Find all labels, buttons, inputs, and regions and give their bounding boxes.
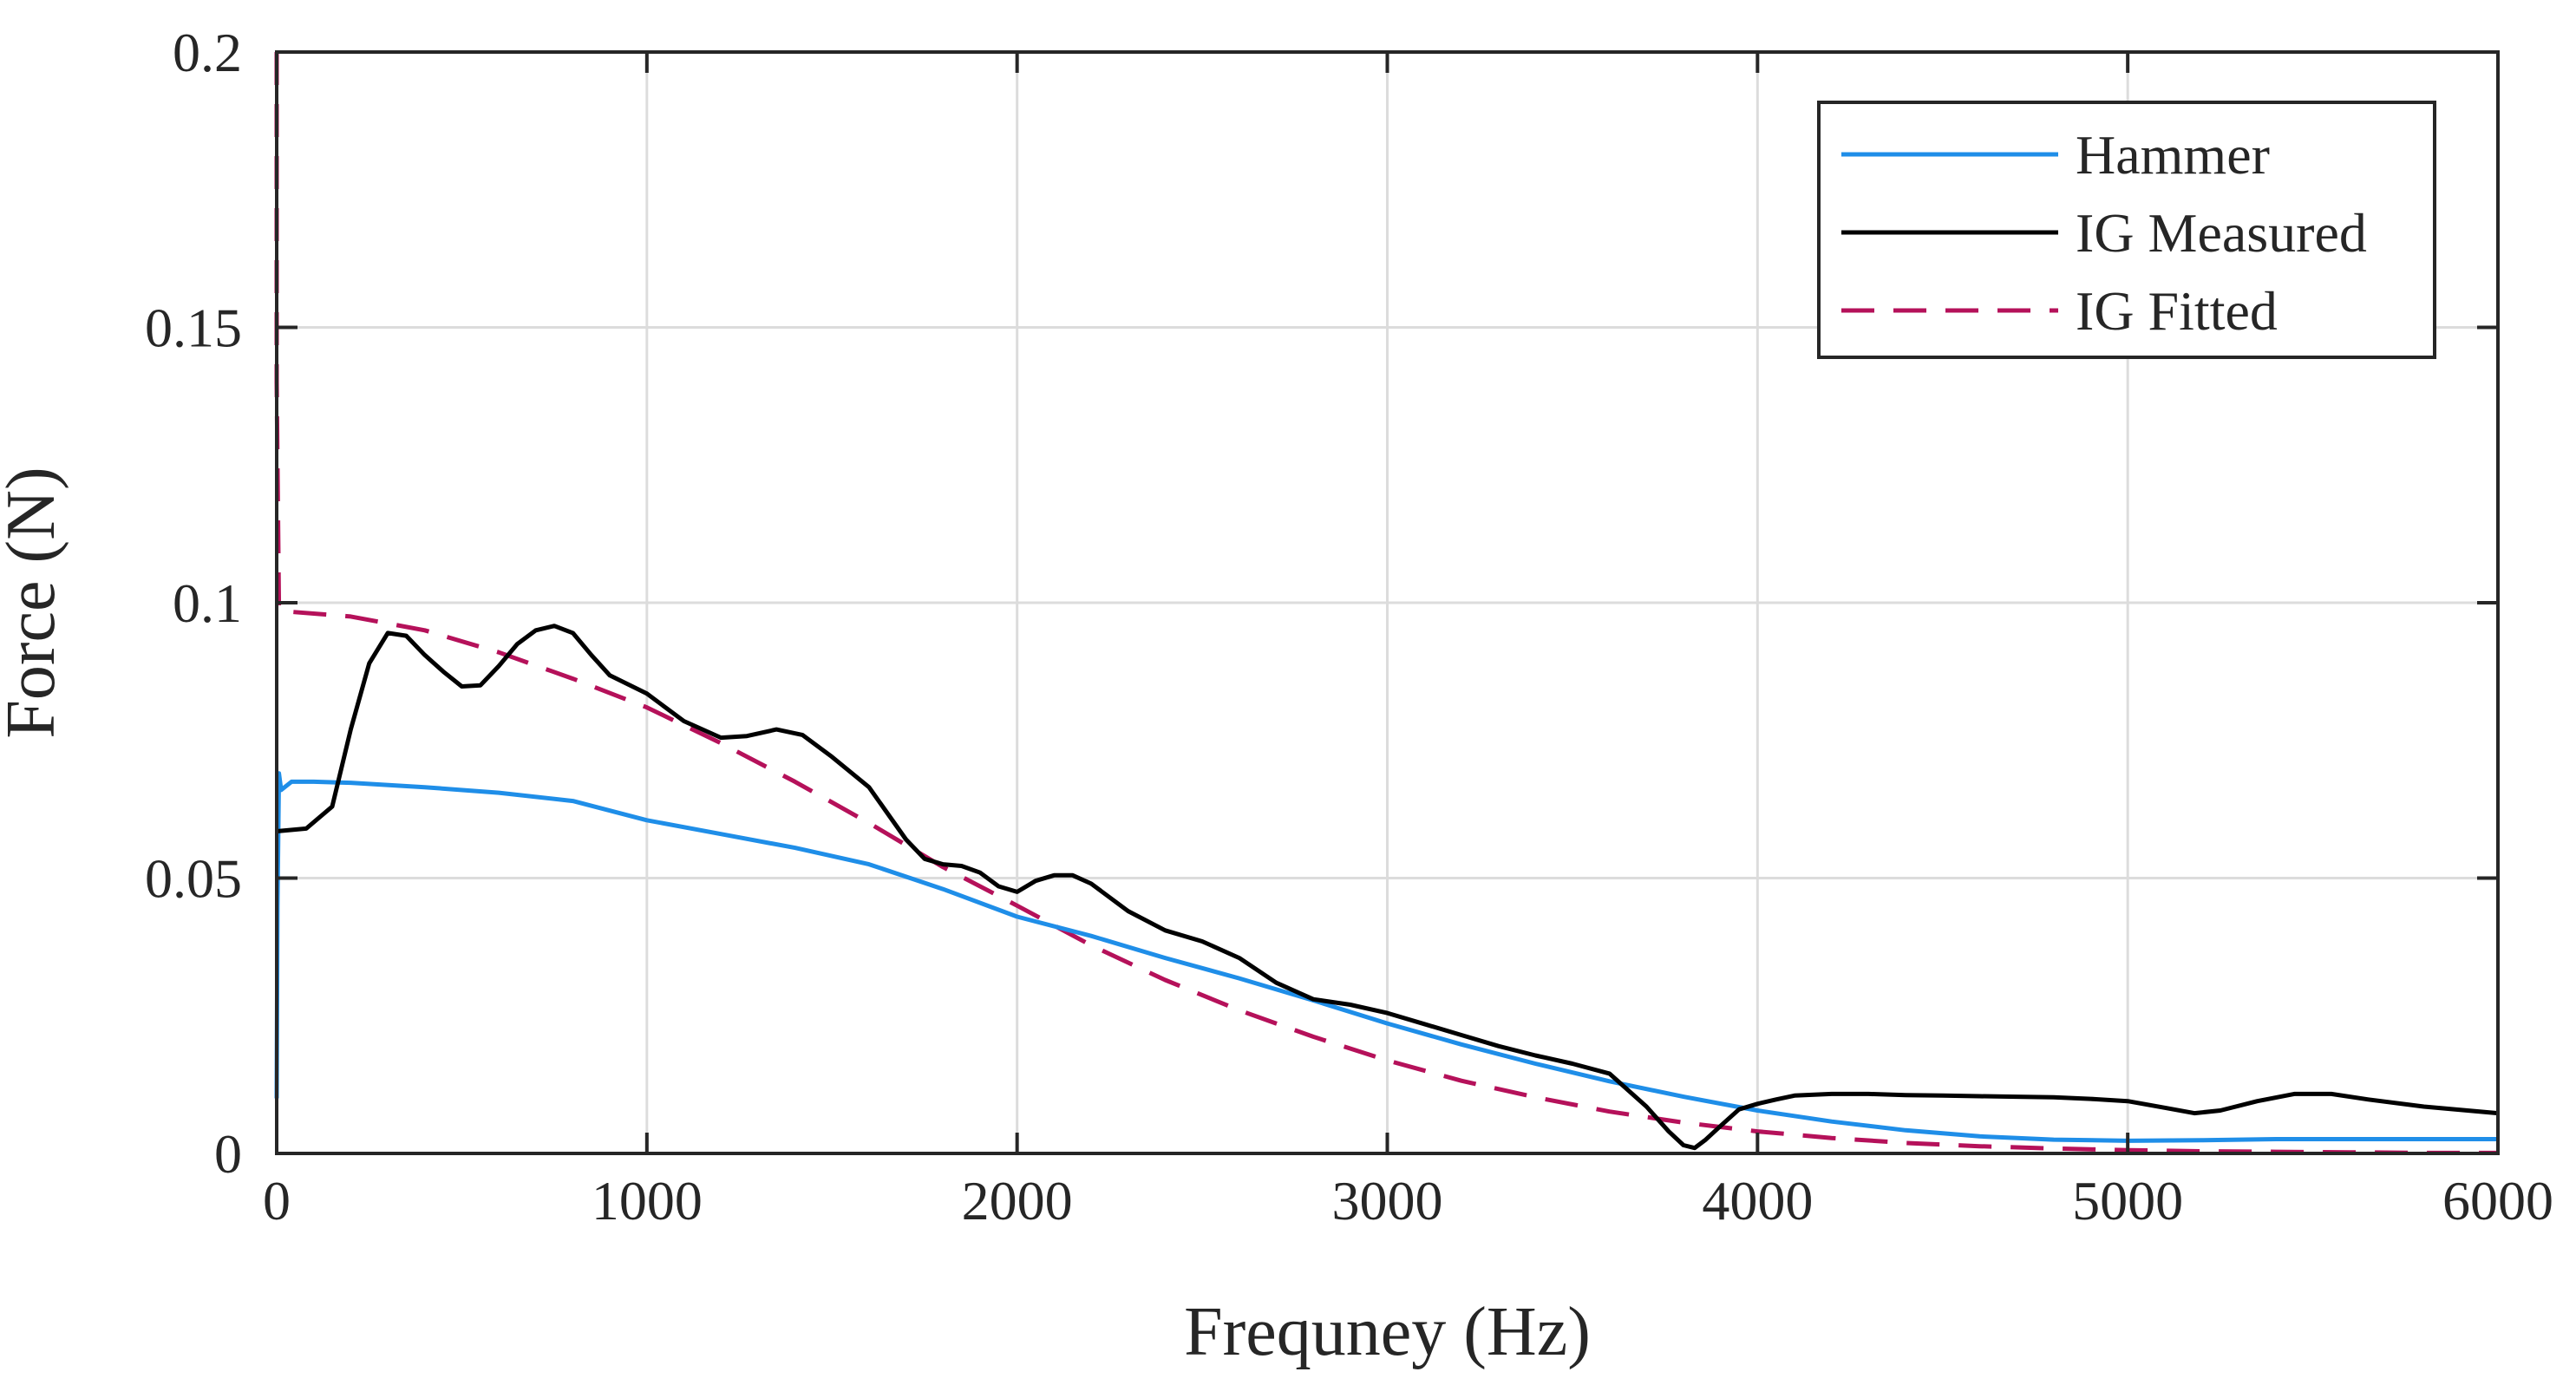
y-tick-label: 0.1 (173, 572, 242, 634)
x-tick-label: 0 (263, 1170, 291, 1231)
x-tick-label: 4000 (1702, 1170, 1813, 1231)
y-tick-label: 0.15 (145, 297, 242, 359)
legend-box (1817, 101, 2436, 359)
axis-ticks (275, 50, 2500, 1155)
y-tick-label: 0 (214, 1123, 242, 1185)
legend: Hammer IG Measured IG Fitted (1817, 101, 2436, 359)
tick-labels: 0 1000 2000 3000 4000 5000 6000 0 0.05 0.1 0.15 0.2 (145, 22, 2553, 1231)
series-line-ig-fitted (274, 52, 2498, 1155)
y-tick-label: 0.2 (173, 22, 242, 83)
plot-lines (274, 52, 2499, 1155)
legend-label-hammer: Hammer (2076, 124, 2270, 186)
legend-label-ig-fitted: IG Fitted (2076, 280, 2278, 342)
series-line-ig-measured (276, 624, 2499, 1151)
x-axis-label: Frequney (Hz) (1184, 1294, 1591, 1370)
y-tick-label: 0.05 (145, 848, 242, 910)
x-tick-label: 5000 (2072, 1170, 2183, 1231)
series-line-hammer (274, 771, 2498, 1143)
x-tick-label: 3000 (1332, 1170, 1443, 1231)
x-tick-label: 2000 (962, 1170, 1073, 1231)
legend-label-ig-measured: IG Measured (2076, 202, 2367, 264)
y-axis-label: Force (N) (0, 467, 69, 738)
x-tick-label: 1000 (592, 1170, 703, 1231)
x-tick-label: 6000 (2442, 1170, 2553, 1231)
